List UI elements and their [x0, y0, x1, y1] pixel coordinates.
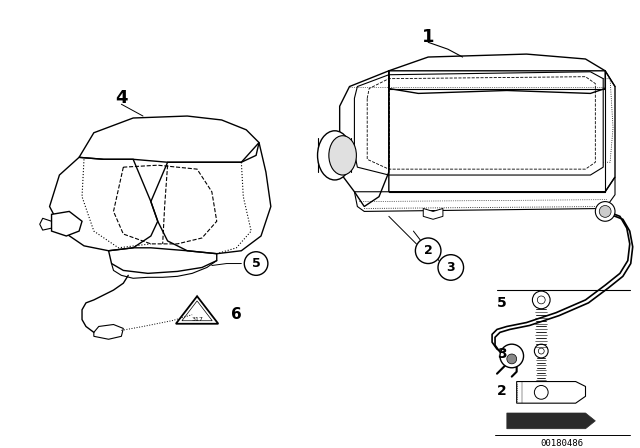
Ellipse shape — [329, 136, 356, 175]
Circle shape — [599, 206, 611, 217]
Text: 4: 4 — [115, 89, 127, 108]
Text: 3: 3 — [447, 261, 455, 274]
Circle shape — [438, 254, 463, 280]
Circle shape — [244, 252, 268, 276]
Ellipse shape — [317, 131, 352, 180]
Text: 2: 2 — [497, 384, 507, 398]
Text: 5: 5 — [497, 296, 507, 310]
Circle shape — [507, 354, 516, 364]
Polygon shape — [423, 208, 443, 219]
Circle shape — [595, 202, 615, 221]
Text: 00180486: 00180486 — [540, 439, 584, 448]
Text: 5: 5 — [252, 257, 260, 270]
Text: 317: 317 — [191, 317, 203, 322]
Text: 2: 2 — [424, 244, 433, 257]
Text: 3: 3 — [497, 347, 507, 361]
Text: 6: 6 — [231, 307, 242, 322]
Text: 1: 1 — [422, 28, 435, 46]
Polygon shape — [52, 211, 82, 236]
Circle shape — [415, 238, 441, 263]
Circle shape — [500, 344, 524, 368]
Polygon shape — [507, 413, 595, 429]
